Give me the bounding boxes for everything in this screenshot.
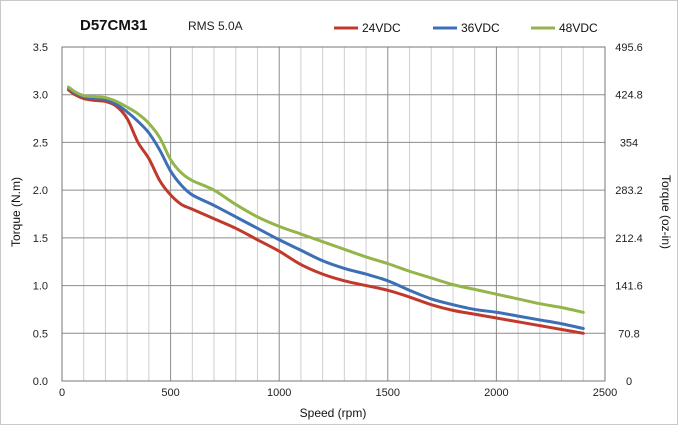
grid-layer (62, 47, 605, 381)
plot-area (61, 46, 606, 382)
y2-tick-label: 354 (620, 137, 638, 149)
y-tick-label: 0.5 (33, 328, 48, 340)
x-tick-label: 500 (161, 387, 179, 399)
y2-tick-label: 212.4 (615, 233, 643, 245)
x-tick-label: 1500 (376, 387, 400, 399)
x-tick-label: 2500 (593, 387, 617, 399)
y2-tick-label: 0 (626, 376, 632, 388)
y-tick-label: 2.0 (33, 185, 48, 197)
y2-tick-label: 424.8 (615, 90, 643, 102)
y-tick-label: 1.5 (33, 233, 48, 245)
y-tick-label: 2.5 (33, 137, 48, 149)
y2-tick-label: 495.6 (615, 42, 643, 54)
y2-tick-label: 141.6 (615, 281, 643, 293)
y-axis-title: Torque (N.m) (9, 177, 23, 247)
y-tick-label: 1.0 (33, 281, 48, 293)
series-line-48vdc (67, 85, 585, 314)
series-line-36vdc (67, 86, 585, 331)
series-line-24vdc (67, 88, 585, 335)
y-tick-label: 3.0 (33, 90, 48, 102)
chart-subtitle: RMS 5.0A (188, 19, 243, 33)
legend-label-24vdc: 24VDC (362, 21, 401, 35)
series-layer (67, 85, 585, 335)
legend: 24VDC 36VDC 48VDC (334, 21, 598, 35)
legend-label-48vdc: 48VDC (559, 21, 598, 35)
x-axis-title: Speed (rpm) (300, 406, 367, 420)
chart-title: D57CM31 (80, 17, 148, 34)
x-tick-label: 1000 (267, 387, 291, 399)
y2-tick-label: 283.2 (615, 185, 643, 197)
y2-axis-title: Torque (oz-in) (659, 175, 673, 249)
y2-tick-label: 70.8 (618, 328, 639, 340)
tick-layer: 0 500 1000 1500 2000 2500 0.0 0.5 1.0 1.5 2.0 2.5 3.… (33, 42, 643, 399)
y-tick-label: 0.0 (33, 376, 48, 388)
x-tick-label: 0 (59, 387, 65, 399)
y-tick-label: 3.5 (33, 42, 48, 54)
legend-label-36vdc: 36VDC (461, 21, 500, 35)
x-tick-label: 2000 (484, 387, 508, 399)
